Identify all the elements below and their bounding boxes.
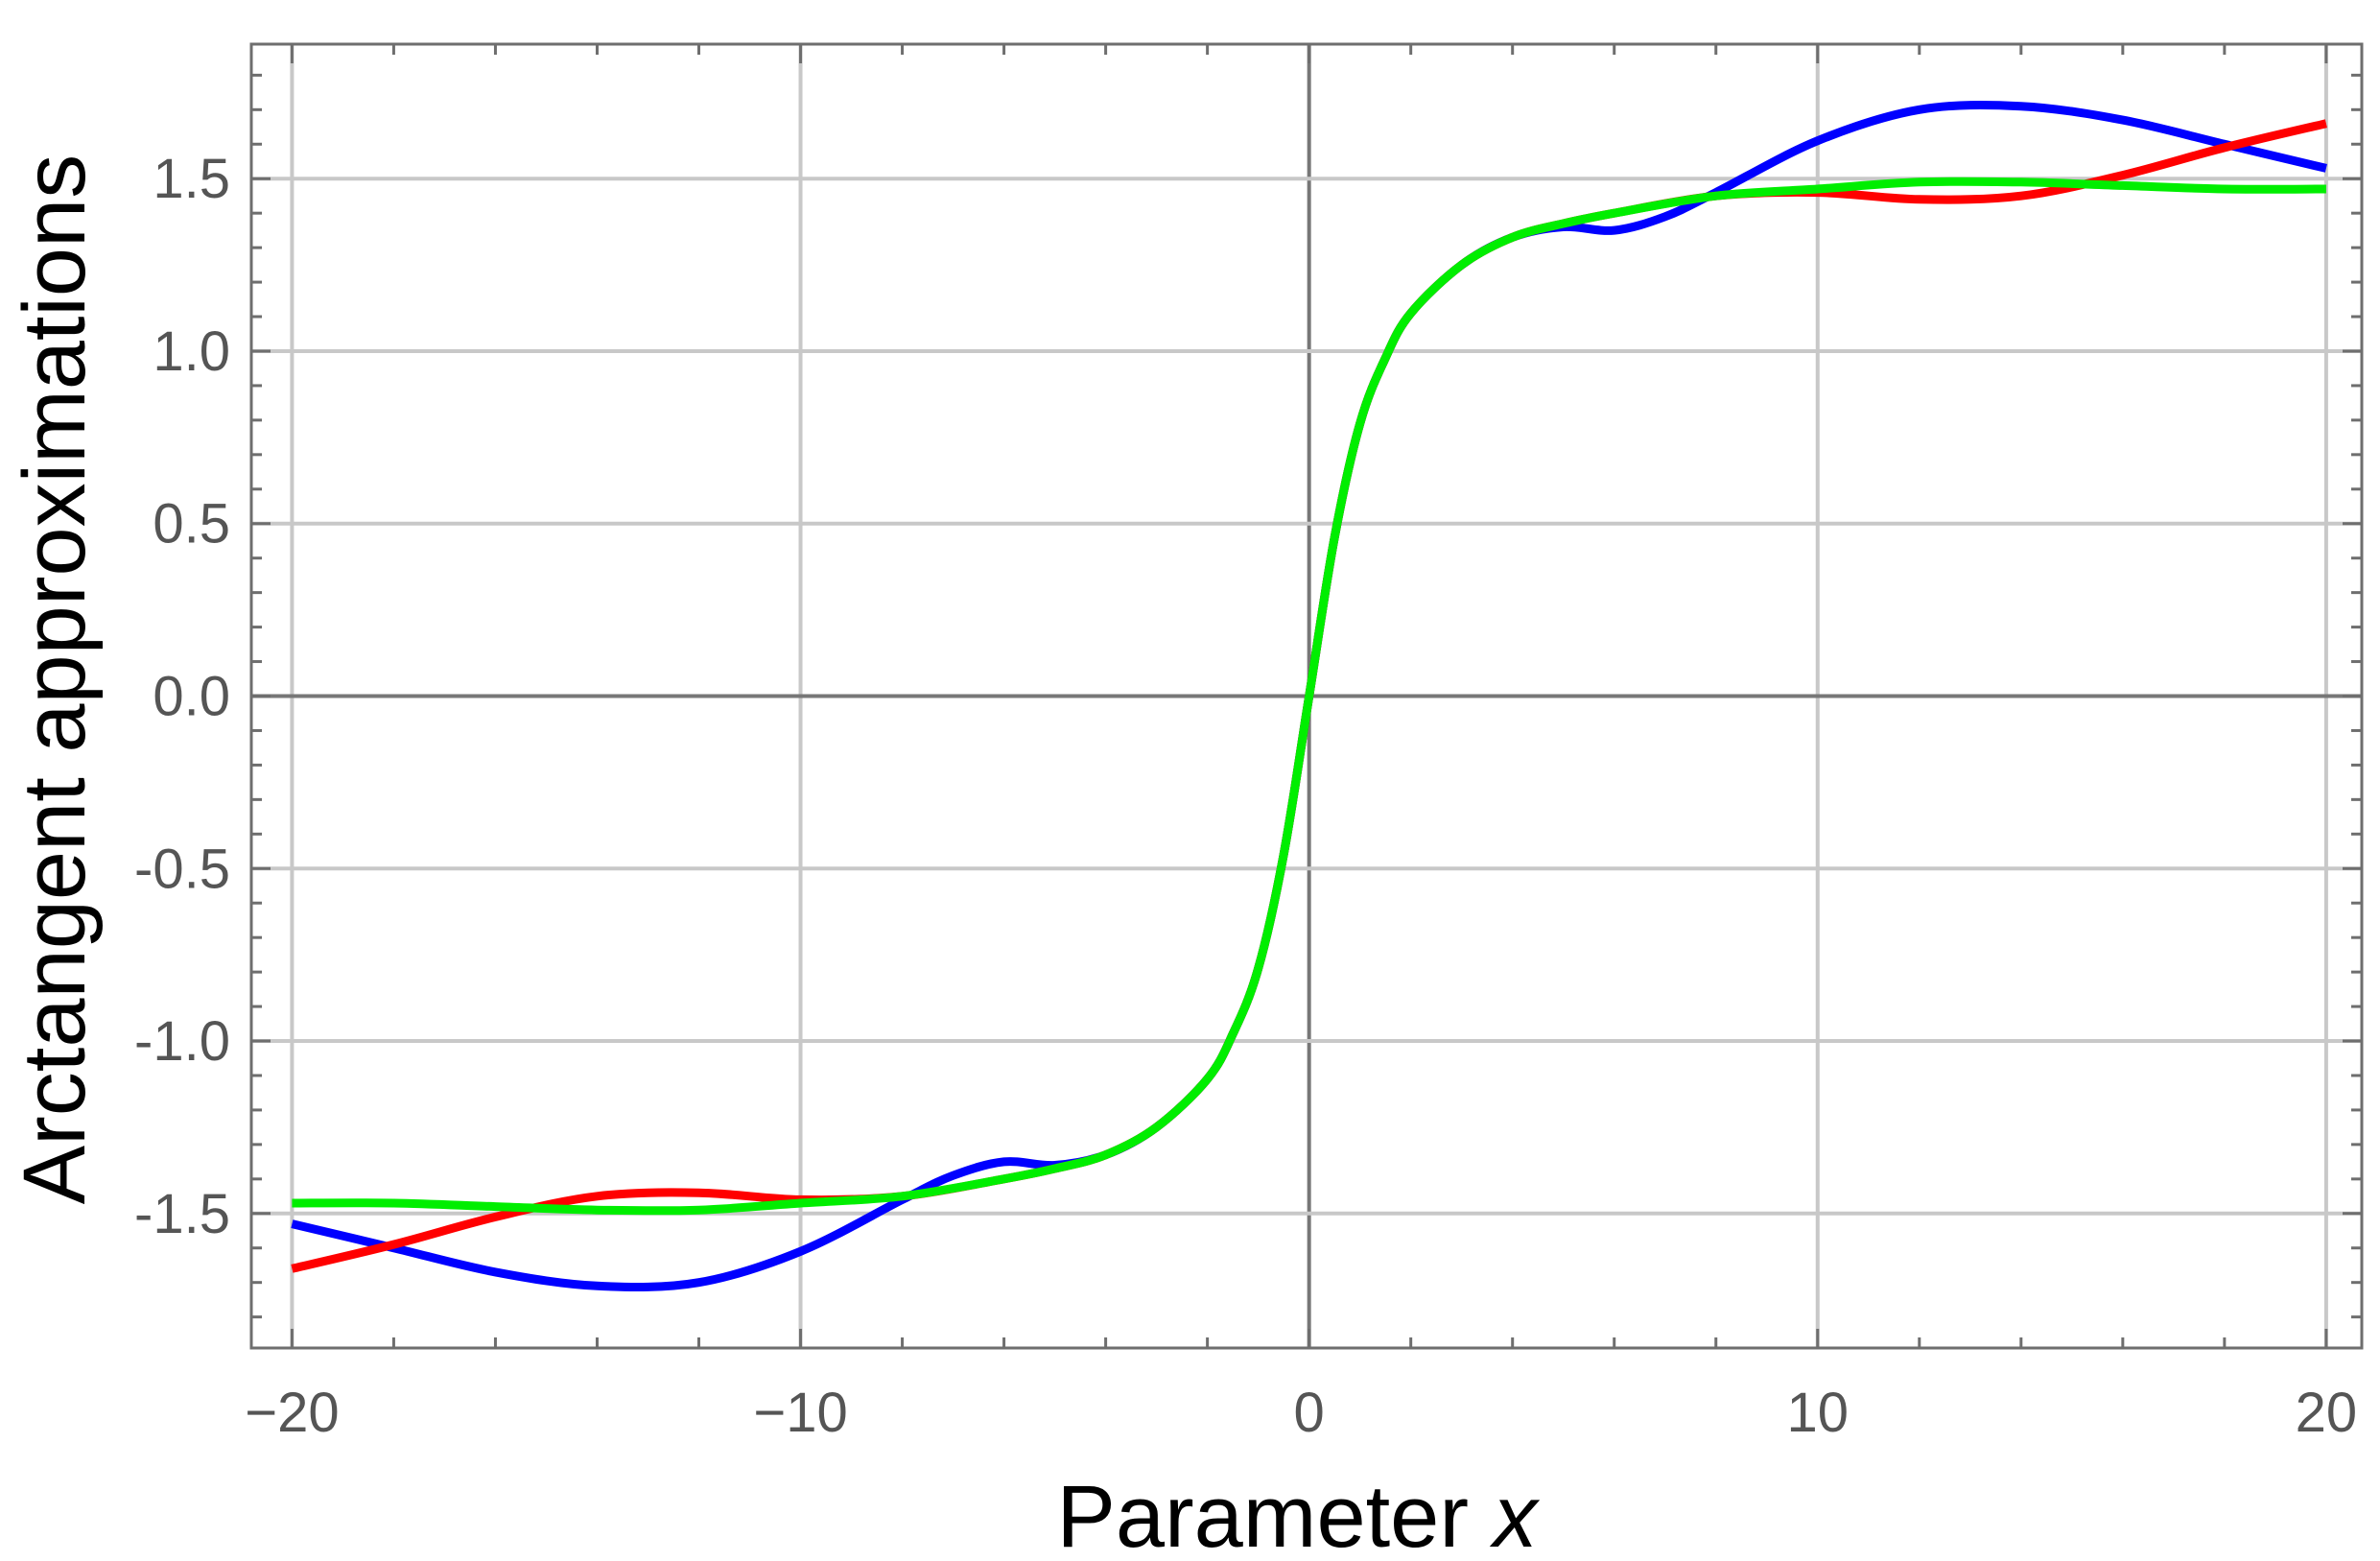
y-tick-label: 0.0 — [153, 666, 230, 728]
x-tick-label: −10 — [753, 1382, 847, 1444]
y-tick-label: -1.5 — [134, 1183, 230, 1245]
y-axis-title: Arctangent approximations — [6, 154, 104, 1204]
x-tick-label: 0 — [1294, 1382, 1325, 1444]
series-green-line — [292, 177, 2326, 1216]
y-tick-label: -0.5 — [134, 838, 230, 900]
x-axis-title: Parameter x — [1056, 1468, 1540, 1561]
tick-labels: −20 −10 0 10 20 -1.5 -1.0 -0.5 0.0 0.5 1.0 1.5 — [134, 148, 2357, 1444]
ticks — [251, 44, 2362, 1348]
y-tick-label: 0.5 — [153, 493, 230, 556]
series-lines — [291, 100, 2327, 1292]
y-tick-label: 1.5 — [153, 148, 230, 210]
y-tick-label: -1.0 — [134, 1010, 230, 1073]
x-tick-label: 20 — [2296, 1382, 2358, 1444]
x-tick-label: 10 — [1787, 1382, 1850, 1444]
x-tick-label: −20 — [245, 1382, 339, 1444]
y-tick-label: 1.0 — [153, 320, 230, 383]
